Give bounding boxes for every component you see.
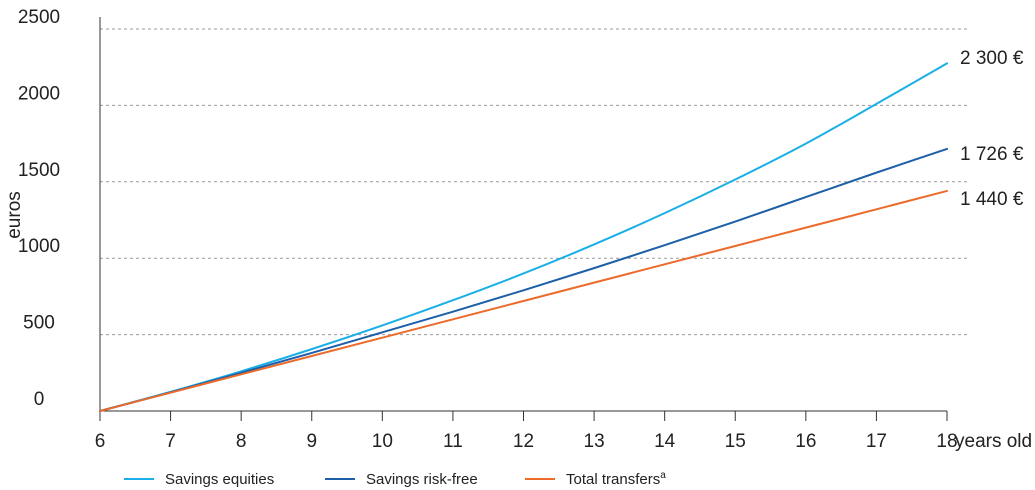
series-end-label: 1 440 € bbox=[960, 189, 1024, 210]
legend-label: Total transfersa bbox=[566, 470, 666, 488]
legend-label: Savings equities bbox=[165, 471, 274, 488]
x-tick-label: 17 bbox=[866, 431, 887, 452]
x-tick-label: 9 bbox=[306, 431, 317, 452]
series-end-labels: 2 300 € 1 726 € 1 440 € bbox=[960, 48, 1024, 210]
x-tick-label: 6 bbox=[95, 431, 106, 452]
x-tick-label: 14 bbox=[654, 431, 676, 452]
series-line-2 bbox=[99, 147, 948, 412]
legend-footnote-marker: a bbox=[660, 470, 666, 481]
y-tick-label: 500 bbox=[23, 313, 55, 334]
y-axis-label: euros bbox=[4, 191, 25, 239]
x-axis-unit-label: years old bbox=[955, 431, 1032, 452]
y-tick-labels: 0 500 1000 1500 2000 2500 bbox=[18, 7, 60, 410]
x-tick-label: 10 bbox=[372, 431, 393, 452]
x-tick-label: 18 bbox=[936, 431, 957, 452]
series-end-label: 1 726 € bbox=[960, 144, 1024, 165]
y-tick-label: 1500 bbox=[18, 160, 60, 181]
series-line-3 bbox=[99, 189, 948, 412]
x-tick-label: 12 bbox=[513, 431, 534, 452]
series-end-label: 2 300 € bbox=[960, 48, 1024, 69]
legend-label-text: Total transfers bbox=[566, 471, 660, 488]
x-tick-label: 13 bbox=[584, 431, 605, 452]
y-tick-label: 0 bbox=[34, 389, 45, 410]
x-tick-label: 16 bbox=[795, 431, 816, 452]
axes bbox=[99, 17, 948, 421]
x-tick-label: 11 bbox=[443, 431, 463, 452]
x-tick-label: 8 bbox=[236, 431, 247, 452]
legend-label-text: Savings equities bbox=[165, 471, 274, 488]
y-tick-label: 1000 bbox=[18, 236, 60, 257]
x-tick-labels: 6 7 8 9 10 11 12 13 14 15 16 17 18 bbox=[95, 431, 958, 452]
x-tick-label: 7 bbox=[165, 431, 176, 452]
series-line-1 bbox=[99, 62, 948, 412]
legend-label-text: Savings risk-free bbox=[366, 471, 478, 488]
series-lines bbox=[99, 62, 948, 412]
y-tick-label: 2000 bbox=[18, 83, 60, 104]
y-tick-label: 2500 bbox=[18, 7, 60, 28]
gridlines bbox=[100, 28, 970, 336]
legend: Savings equities Savings risk-free Total t… bbox=[124, 470, 666, 488]
x-tick-label: 15 bbox=[725, 431, 746, 452]
legend-label: Savings risk-free bbox=[366, 471, 478, 488]
